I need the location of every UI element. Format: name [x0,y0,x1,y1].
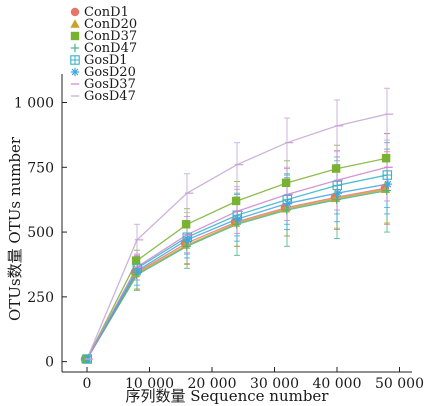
marker [282,205,291,215]
marker [332,195,341,204]
x-axis-title: 序列数量 Sequence number [126,387,330,405]
x-tick-label: 40 000 [313,376,362,392]
marker [70,55,80,65]
legend-label: ConD47 [84,41,137,56]
marker [383,179,393,189]
x-tick-label: 20 000 [188,376,237,392]
marker [181,220,191,229]
marker [70,31,80,41]
marker [70,19,80,28]
y-tick-label: 1 000 [14,96,54,112]
legend-label: ConD20 [84,17,137,32]
legend-label: GosD37 [84,77,136,92]
marker [333,189,343,198]
x-tick-label: 30 000 [250,376,299,392]
y-tick-label: 250 [27,290,54,306]
marker [133,266,143,276]
marker [382,186,391,195]
marker [281,178,291,188]
y-tick-label: 0 [45,355,54,371]
x-tick-label: 0 [83,376,92,392]
marker [332,180,343,191]
marker [131,256,141,265]
marker [232,220,241,229]
axes: 0 250 500 750 1 000 0 10 000 20 000 30 000 40 000… [14,74,424,392]
error-bars [134,87,390,291]
marker [233,214,243,224]
legend-label: GosD1 [84,53,128,68]
marker [70,43,80,53]
y-axis-title: OTUs数量 OTUs number [6,136,24,321]
marker [70,67,80,77]
legend-label: ConD1 [84,5,129,20]
marker [183,235,193,245]
legend-label: ConD37 [84,29,137,44]
marker [283,199,293,208]
marker [331,164,341,173]
y-tick-label: 750 [27,160,54,176]
y-tick-label: 500 [27,225,54,241]
marker [231,196,241,206]
marker [381,154,391,163]
marker [182,242,191,251]
legend-label: GosD47 [84,89,136,104]
marker [382,170,393,180]
x-tick-label: 50 000 [375,376,424,392]
x-tick-label: 10 000 [125,376,174,392]
legend-label: GosD20 [84,65,136,80]
marker [70,7,80,17]
legend: ConD1ConD20ConD37ConD47GosD1GosD20GosD37… [70,5,137,104]
series-markers [80,113,394,364]
